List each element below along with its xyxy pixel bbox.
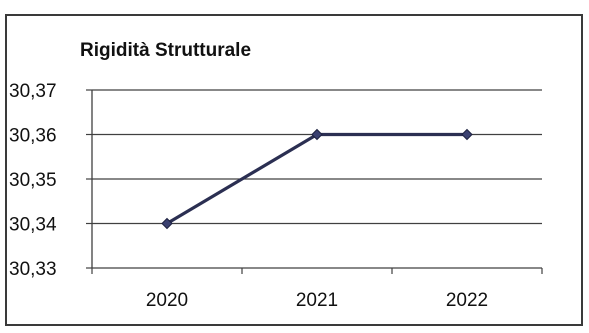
gridlines — [92, 89, 542, 225]
data-point-marker — [311, 128, 323, 141]
x-tick-label: 2022 — [446, 290, 488, 311]
chart-title: Rigidità Strutturale — [80, 40, 251, 61]
x-tick-label: 2021 — [296, 290, 338, 311]
series-group — [161, 128, 473, 230]
y-tick-label: 30,36 — [9, 126, 57, 147]
y-tick-label: 30,34 — [9, 215, 57, 236]
y-tick-label: 30,33 — [9, 259, 57, 280]
y-tick-label: 30,35 — [9, 170, 57, 191]
data-point-marker — [161, 217, 173, 230]
x-tick-label: 2020 — [146, 290, 188, 311]
y-tick-label: 30,37 — [9, 81, 57, 102]
axes — [86, 89, 543, 274]
y-axis-tick-labels: 30,33 30,34 30,35 30,36 30,37 — [9, 81, 57, 280]
x-axis-tick-labels: 2020 2021 2022 — [146, 290, 488, 311]
chart-border — [5, 14, 583, 326]
data-point-marker — [461, 128, 473, 141]
